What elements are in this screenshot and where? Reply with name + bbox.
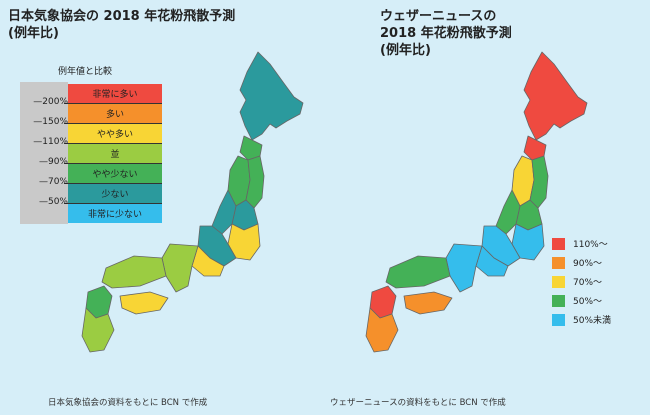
- left-region-tohoku-east: [245, 155, 265, 209]
- left-source-caption: 日本気象協会の資料をもとに BCN で作成: [48, 398, 208, 408]
- left-legend-tickline: [64, 203, 162, 204]
- left-legend-band: 並: [68, 144, 162, 163]
- right-legend-item: 70%〜: [552, 272, 611, 291]
- right-title-line1: ウェザーニュースの: [380, 9, 497, 24]
- right-map-title: ウェザーニュースの 2018 年花粉飛散予測 (例年比): [380, 8, 620, 59]
- right-title-line2: 2018 年花粉飛散予測: [380, 26, 512, 41]
- left-legend-tick: —70%: [38, 177, 68, 187]
- left-legend-band-label: 少ない: [101, 190, 129, 200]
- left-legend-tickline: [64, 123, 162, 124]
- left-region-kinki: [161, 243, 199, 293]
- right-legend-item: 110%〜: [552, 234, 611, 253]
- left-legend-band-label: 非常に多い: [92, 90, 138, 100]
- right-region-hokkaido: [523, 51, 588, 141]
- right-legend-label: 110%〜: [573, 240, 608, 250]
- right-legend-label: 50%未満: [573, 316, 612, 326]
- left-legend-tickline: [64, 183, 162, 184]
- left-legend-band: 非常に少ない: [68, 204, 162, 223]
- right-legend-item: 50%〜: [552, 291, 611, 310]
- right-region-kinki: [445, 243, 483, 293]
- right-legend-item: 50%未満: [552, 310, 611, 329]
- right-japan-map: [365, 51, 588, 353]
- right-region-chugoku: [385, 255, 451, 289]
- left-legend-scale-bg: [20, 82, 68, 224]
- left-legend-band-label: やや少ない: [92, 170, 138, 180]
- right-source-caption: ウェザーニュースの資料をもとに BCN で作成: [330, 398, 506, 408]
- left-legend-title: 例年値と比較: [58, 67, 113, 77]
- left-legend-tick: —90%: [38, 157, 68, 167]
- left-region-kyushu-south: [81, 307, 115, 353]
- right-region-shikoku: [403, 291, 453, 315]
- left-legend-tick: —110%: [33, 137, 68, 147]
- left-legend-tick: —200%: [33, 97, 68, 107]
- legend-swatch-70: [552, 275, 565, 288]
- left-legend-band-label: 多い: [105, 110, 124, 120]
- left-legend-band-label: 非常に少ない: [87, 210, 142, 220]
- left-region-shikoku: [119, 291, 169, 315]
- right-region-tohoku-east: [529, 155, 549, 209]
- left-legend: 例年値と比較 非常に多い 多い やや多い 並 やや少ない 少ない 非常に少ない …: [20, 64, 162, 224]
- left-legend-band: 少ない: [68, 184, 162, 203]
- legend-swatch-110: [552, 237, 565, 250]
- left-title-line2: (例年比): [8, 26, 59, 41]
- right-legend: 110%〜 90%〜 70%〜 50%〜 50%未満: [552, 234, 611, 329]
- right-region-kyushu-south: [365, 307, 399, 353]
- left-map-title: 日本気象協会の 2018 年花粉飛散予測 (例年比): [8, 8, 338, 42]
- legend-swatch-under50: [552, 313, 565, 326]
- legend-swatch-90: [552, 256, 565, 269]
- left-title-line1: 日本気象協会の 2018 年花粉飛散予測: [8, 9, 236, 24]
- right-legend-label: 90%〜: [573, 259, 603, 269]
- right-legend-item: 90%〜: [552, 253, 611, 272]
- left-region-hokkaido: [239, 51, 304, 141]
- left-legend-band: やや多い: [68, 124, 162, 143]
- right-title-line3: (例年比): [380, 43, 431, 58]
- left-japan-map: [81, 51, 304, 353]
- left-legend-tickline: [64, 163, 162, 164]
- left-legend-tick: —150%: [33, 117, 68, 127]
- legend-swatch-50: [552, 294, 565, 307]
- left-legend-tick: —50%: [38, 197, 68, 207]
- right-legend-label: 50%〜: [573, 297, 603, 307]
- left-legend-band: やや少ない: [68, 164, 162, 183]
- left-legend-band: 多い: [68, 104, 162, 123]
- left-legend-band: 非常に多い: [68, 84, 162, 103]
- right-legend-label: 70%〜: [573, 278, 603, 288]
- left-legend-band-label: 並: [110, 150, 120, 160]
- left-region-chugoku: [101, 255, 167, 289]
- left-legend-band-label: やや多い: [96, 130, 133, 140]
- left-legend-tickline: [64, 103, 162, 104]
- left-legend-tickline: [64, 143, 162, 144]
